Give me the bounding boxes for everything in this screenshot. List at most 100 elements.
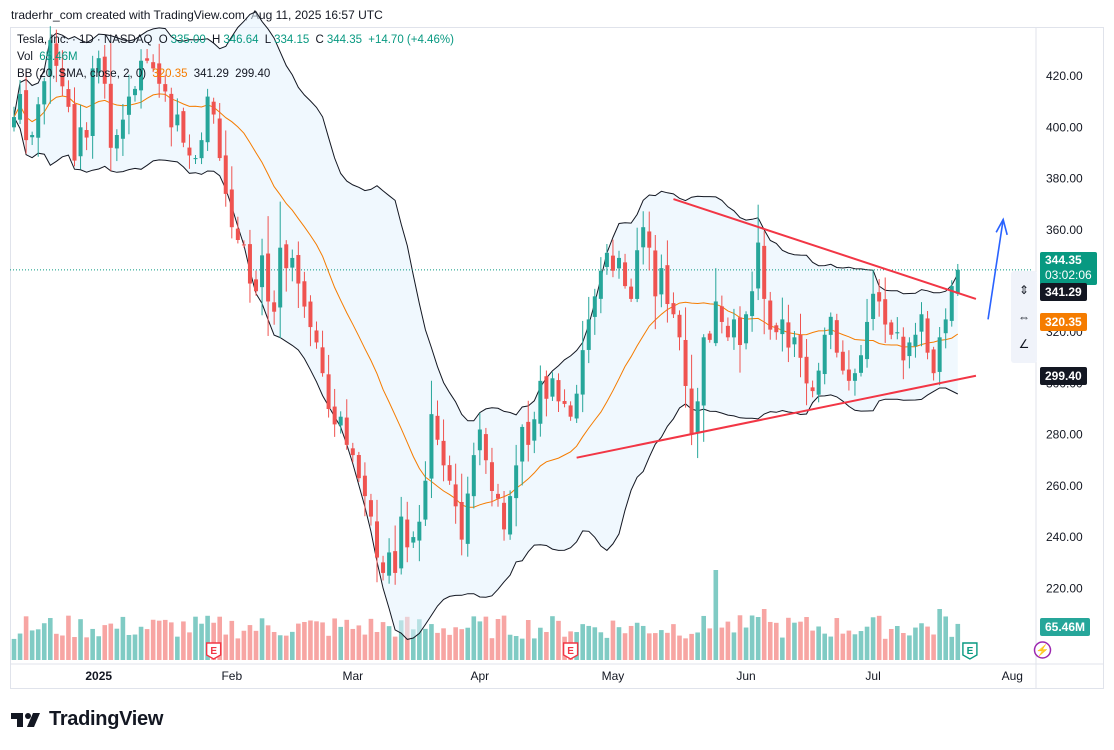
candle-body	[60, 68, 65, 87]
candle-body	[429, 414, 434, 479]
tradingview-logo[interactable]: TradingView	[11, 708, 163, 731]
candle-body	[623, 262, 628, 287]
volume-bar	[943, 616, 948, 660]
volume-bar	[465, 627, 471, 660]
volume-bar	[380, 622, 386, 660]
x-tick-label: 2025	[85, 669, 112, 683]
candle-body	[598, 270, 603, 299]
volume-bar	[235, 638, 241, 660]
candle	[181, 107, 186, 148]
auto-scale-icon[interactable]: ⇕	[1018, 283, 1030, 297]
volume-bar	[616, 627, 622, 660]
candle	[865, 298, 870, 368]
candle	[671, 292, 676, 319]
candle	[84, 122, 89, 151]
candle	[284, 240, 289, 292]
candle	[375, 499, 379, 583]
candle-body	[544, 376, 549, 399]
candle	[489, 447, 494, 507]
candle	[42, 77, 47, 125]
candle-body	[756, 242, 761, 289]
candle	[756, 204, 761, 301]
volume-bar	[429, 624, 434, 660]
candle	[417, 504, 422, 562]
event-badge	[205, 642, 222, 660]
candle-body	[78, 127, 83, 157]
legend-symbol[interactable]: Tesla, Inc. · 1D · NASDAQ	[17, 34, 153, 46]
candle	[598, 257, 603, 314]
candle-body	[641, 227, 646, 248]
legend-bb-label[interactable]: BB (20, SMA, close, 2, 0)	[17, 68, 147, 80]
volume-bar	[48, 618, 53, 660]
volume-bar	[755, 617, 761, 660]
candle	[175, 98, 180, 132]
volume-bar	[689, 633, 694, 660]
candle-body	[417, 521, 422, 541]
candle	[695, 387, 700, 459]
bar-countdown: 03:02:06	[1045, 268, 1092, 282]
volume-bar	[398, 620, 404, 660]
candle	[18, 80, 23, 125]
candle	[381, 555, 386, 581]
volume-bar	[949, 636, 955, 660]
candle-body	[877, 292, 882, 302]
candle-body	[955, 269, 960, 294]
x-tick-label: Aug	[1002, 669, 1023, 683]
price-chart[interactable]: 420.00400.00380.00360.00340.00320.00300.…	[0, 0, 1114, 700]
candle-body	[326, 374, 331, 410]
candle-body	[677, 314, 682, 338]
volume-bar	[586, 625, 592, 660]
volume-bar	[156, 620, 162, 660]
candle-body	[139, 60, 144, 91]
candle-body	[42, 81, 47, 105]
candle-body	[453, 484, 458, 507]
volume-bar	[538, 627, 543, 660]
earnings-marker: ⚡	[1033, 641, 1052, 659]
candle-body	[320, 347, 325, 374]
candle	[114, 129, 119, 162]
candle-body	[635, 250, 640, 299]
candle	[145, 49, 150, 64]
ascending-trendline	[576, 374, 977, 459]
bb-basis-tag: 320.35	[1040, 313, 1087, 331]
candle	[60, 50, 65, 96]
candle-body	[114, 135, 119, 149]
event-label: ⚡	[1036, 644, 1050, 657]
candle-body	[550, 378, 555, 397]
candle-body	[54, 43, 59, 66]
volume-bar	[386, 626, 392, 660]
volume-bar	[610, 620, 616, 660]
candle	[931, 346, 936, 381]
candle-body	[496, 493, 500, 499]
candle-body	[72, 104, 77, 161]
candle-body	[435, 415, 440, 440]
candle-body	[447, 465, 452, 481]
candle-body	[411, 537, 416, 543]
x-tick-label: Mar	[342, 669, 363, 683]
y-tick-label: 400.00	[1046, 120, 1083, 134]
volume-bar	[253, 630, 259, 660]
tradingview-brand: TradingView	[49, 708, 164, 730]
candle-body	[350, 448, 355, 456]
candle-body	[556, 380, 561, 402]
volume-bar	[882, 638, 888, 660]
candle	[731, 308, 736, 350]
candle	[701, 334, 706, 442]
move-scale-icon[interactable]: ⇔	[1018, 310, 1030, 324]
candle	[199, 132, 204, 165]
candle-body	[750, 291, 755, 317]
candle	[750, 271, 755, 332]
angle-tool-icon[interactable]: ∠	[1018, 337, 1030, 351]
event-markers: E E E ⚡	[205, 641, 1052, 660]
volume-bar	[525, 620, 531, 660]
volume-bar	[477, 621, 483, 660]
candle	[889, 319, 894, 340]
volume-bar	[132, 634, 138, 660]
candle	[272, 290, 277, 325]
volume-bar	[453, 627, 458, 660]
candle	[78, 104, 83, 170]
legend-low-value: 334.15	[274, 34, 310, 46]
volume-bar	[876, 615, 882, 660]
volume-bar	[66, 615, 71, 660]
legend-vol-label[interactable]: Vol	[17, 51, 33, 63]
